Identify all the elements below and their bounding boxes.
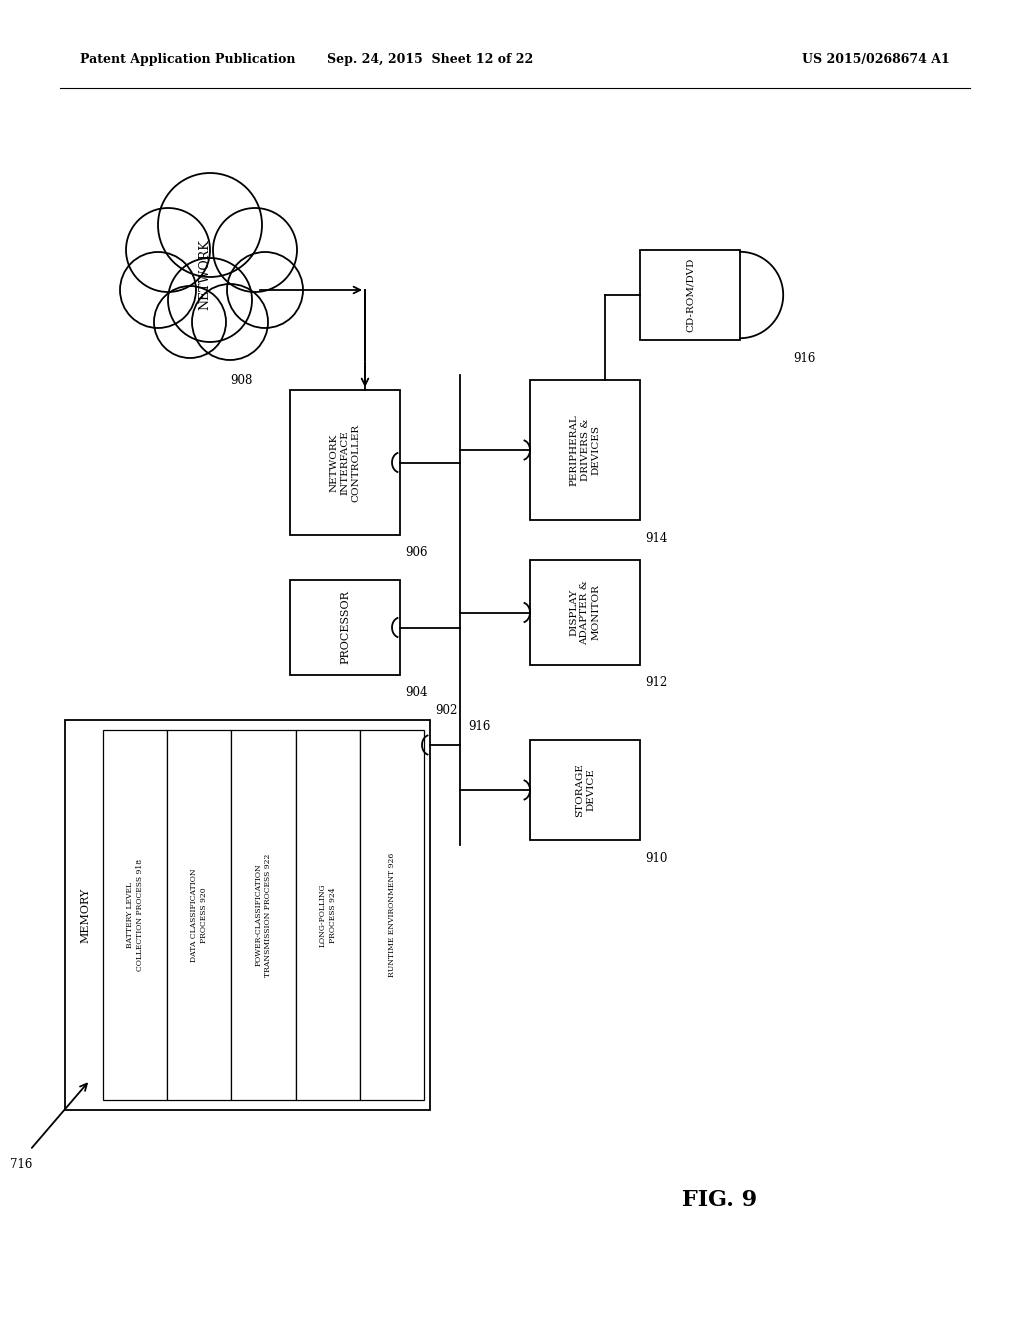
Bar <box>231 730 296 1100</box>
Text: 916: 916 <box>794 351 815 364</box>
Bar <box>359 730 424 1100</box>
Circle shape <box>126 209 210 292</box>
Circle shape <box>158 173 262 277</box>
Text: Sep. 24, 2015  Sheet 12 of 22: Sep. 24, 2015 Sheet 12 of 22 <box>327 54 534 66</box>
Circle shape <box>213 209 297 292</box>
Text: PERIPHERAL
DRIVERS &
DEVICES: PERIPHERAL DRIVERS & DEVICES <box>569 414 601 486</box>
Text: 904: 904 <box>406 686 427 700</box>
Text: 716: 716 <box>10 1159 33 1172</box>
Text: NETWORK
INTERFACE
CONTROLLER: NETWORK INTERFACE CONTROLLER <box>330 424 360 502</box>
Text: FIG. 9: FIG. 9 <box>682 1189 758 1210</box>
Bar <box>640 249 740 341</box>
Text: CD-ROM/DVD: CD-ROM/DVD <box>685 257 694 333</box>
Text: BATTERY LEVEL
COLLECTION PROCESS 918: BATTERY LEVEL COLLECTION PROCESS 918 <box>126 859 144 972</box>
Bar <box>296 730 359 1100</box>
Text: 908: 908 <box>230 374 252 387</box>
Text: LONG-POLLING
PROCESS 924: LONG-POLLING PROCESS 924 <box>318 883 337 946</box>
Bar <box>290 579 400 675</box>
Text: STORAGE
DEVICE: STORAGE DEVICE <box>574 763 595 817</box>
Circle shape <box>227 252 303 327</box>
Bar <box>103 730 167 1100</box>
Circle shape <box>120 252 196 327</box>
Text: POWER-CLASSIFICATION
TRANSMISSION PROCESS 922: POWER-CLASSIFICATION TRANSMISSION PROCES… <box>255 853 272 977</box>
Text: 906: 906 <box>406 546 427 560</box>
Text: DISPLAY
ADAPTER &
MONITOR: DISPLAY ADAPTER & MONITOR <box>569 579 601 645</box>
Bar <box>530 380 640 520</box>
Text: RUNTIME ENVIRONMENT 926: RUNTIME ENVIRONMENT 926 <box>388 853 396 977</box>
Text: 910: 910 <box>645 851 668 865</box>
Bar <box>530 741 640 840</box>
Bar <box>167 730 231 1100</box>
Text: MEMORY: MEMORY <box>80 887 90 942</box>
Circle shape <box>168 257 252 342</box>
Text: PROCESSOR: PROCESSOR <box>340 590 350 664</box>
Text: NETWORK: NETWORK <box>199 240 212 310</box>
Text: DATA CLASSIFICATION
PROCESS 920: DATA CLASSIFICATION PROCESS 920 <box>190 869 208 962</box>
Circle shape <box>154 286 226 358</box>
Text: 914: 914 <box>645 532 668 544</box>
Bar <box>290 389 400 535</box>
Bar <box>65 719 430 1110</box>
Text: 916: 916 <box>468 721 490 734</box>
Text: US 2015/0268674 A1: US 2015/0268674 A1 <box>802 54 950 66</box>
Text: 912: 912 <box>645 676 668 689</box>
Text: Patent Application Publication: Patent Application Publication <box>80 54 296 66</box>
Circle shape <box>193 284 268 360</box>
Text: 902: 902 <box>435 704 458 717</box>
Bar <box>530 560 640 665</box>
